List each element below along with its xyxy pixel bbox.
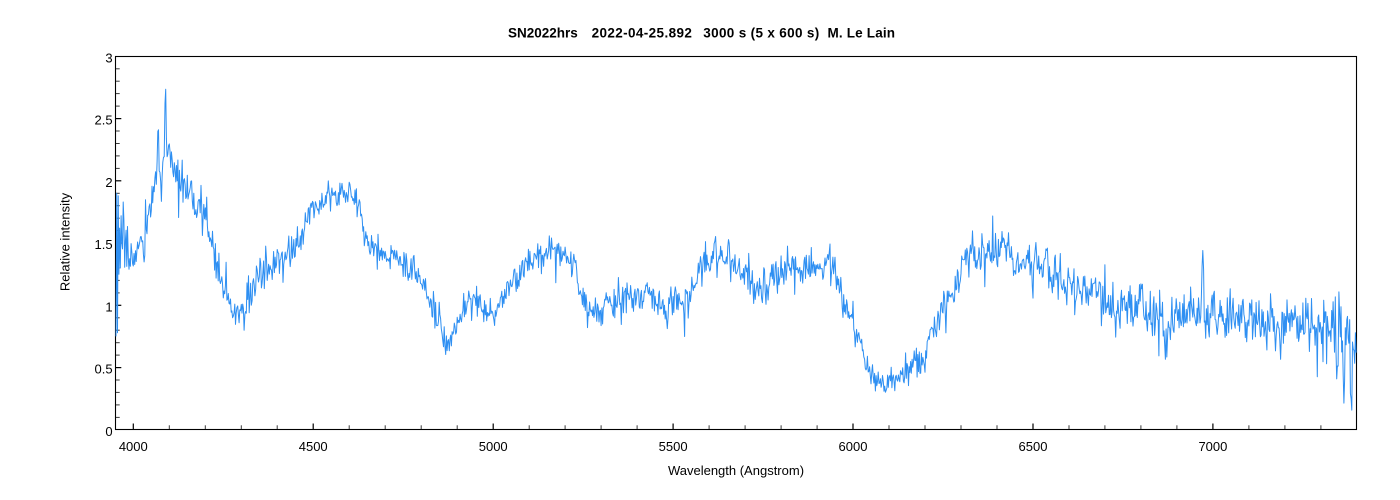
- svg-text:3: 3: [105, 50, 112, 65]
- svg-text:2: 2: [105, 175, 112, 190]
- svg-text:5000: 5000: [479, 439, 508, 454]
- svg-text:3000 s (5 x 600 s): 3000 s (5 x 600 s): [703, 26, 819, 41]
- svg-text:5500: 5500: [659, 439, 688, 454]
- svg-text:0.5: 0.5: [95, 362, 113, 377]
- svg-text:M. Le Lain: M. Le Lain: [828, 26, 896, 41]
- svg-text:2022-04-25.892: 2022-04-25.892: [592, 26, 693, 41]
- svg-text:4000: 4000: [119, 439, 148, 454]
- svg-text:6500: 6500: [1019, 439, 1048, 454]
- svg-text:Wavelength (Angstrom): Wavelength (Angstrom): [668, 463, 804, 478]
- svg-text:7000: 7000: [1198, 439, 1227, 454]
- svg-text:1: 1: [105, 299, 112, 314]
- svg-text:2.5: 2.5: [95, 113, 113, 128]
- svg-text:0: 0: [105, 424, 112, 439]
- svg-text:Relative intensity: Relative intensity: [58, 192, 73, 291]
- svg-text:1.5: 1.5: [95, 237, 113, 252]
- svg-text:4500: 4500: [299, 439, 328, 454]
- svg-text:SN2022hrs: SN2022hrs: [508, 26, 578, 41]
- svg-text:6000: 6000: [839, 439, 868, 454]
